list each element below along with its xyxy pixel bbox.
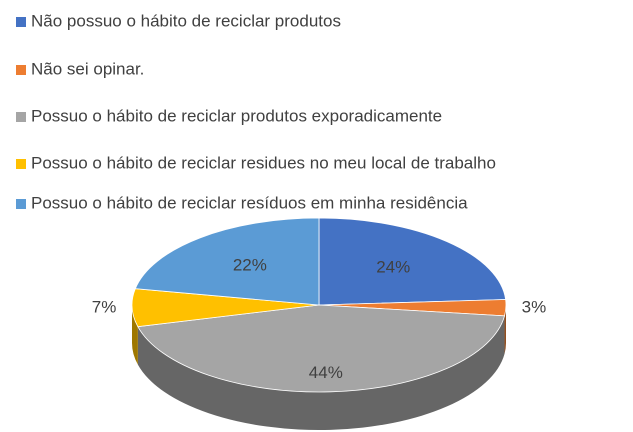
slice [134, 217, 320, 306]
slice-side [137, 315, 505, 431]
slice [137, 304, 506, 393]
legend-label: Não possuo o hábito de reciclar produtos [31, 11, 341, 30]
legend-swatch [16, 17, 26, 27]
data-label: 22% [233, 256, 267, 275]
slice [318, 217, 507, 306]
legend-label: Possuo o hábito de reciclar residues no … [31, 153, 496, 172]
legend-swatch [16, 65, 26, 75]
slice-side [504, 305, 506, 354]
legend-swatch [16, 112, 26, 122]
legend-swatch [16, 159, 26, 169]
legend-label: Possuo o hábito de reciclar produtos exp… [31, 106, 442, 125]
data-label: 24% [376, 258, 410, 277]
legend-label: Possuo o hábito de reciclar resíduos em … [31, 193, 468, 212]
legend-label: Não sei opinar. [31, 59, 144, 78]
data-label: 44% [309, 363, 343, 382]
slice-side [132, 305, 138, 365]
legend-swatch [16, 199, 26, 209]
data-label: 7% [92, 298, 117, 317]
data-label: 3% [522, 298, 547, 317]
